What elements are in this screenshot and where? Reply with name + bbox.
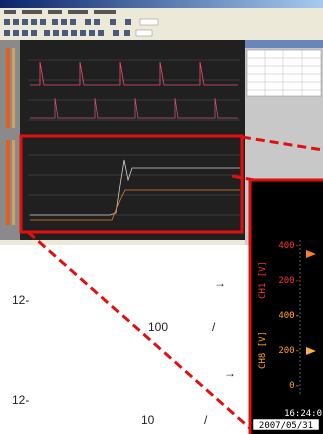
axis-tick-label: 400- [278,241,300,251]
page: {"annotations": {"left_1": "12-", "arrow… [0,0,323,434]
axis-tick-label: 200- [278,346,300,356]
axis-tick-label: 400- [278,311,300,321]
axis-tick-label: 200- [278,276,300,286]
value: 100 [148,320,168,334]
date-label: 2007/05/31 [259,421,313,431]
arrow: → [224,366,236,380]
axis-tick-label: 0- [289,381,300,391]
channel-label: CH1 [V] [258,261,268,299]
zoom-inset [250,180,323,434]
document: CH1 [V]400-200-0-CH8 [V]400-200-0-16:24:… [0,0,323,434]
separator: / [204,413,208,427]
label: 12- [12,293,29,307]
value: 10 [141,413,155,427]
label: 12- [12,393,29,407]
separator: / [212,320,216,334]
arrow: → [214,276,226,290]
time-label: 16:24:0 [284,409,322,419]
channel-label: CH8 [V] [258,331,268,369]
